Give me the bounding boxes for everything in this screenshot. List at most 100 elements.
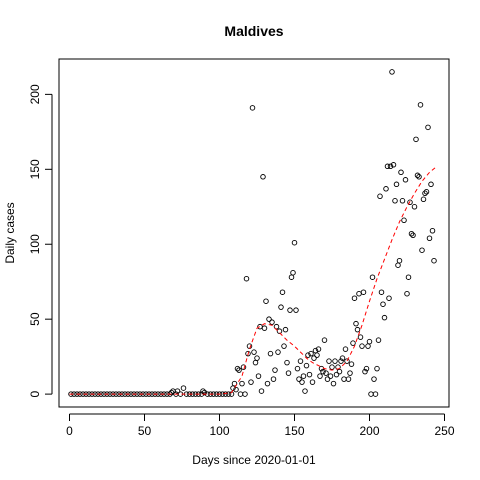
- data-point: [260, 174, 266, 180]
- y-tick-label: 0: [28, 390, 42, 397]
- data-point: [234, 365, 241, 372]
- data-point: [377, 193, 383, 200]
- data-point: [347, 370, 353, 376]
- data-point: [317, 373, 323, 379]
- chart-title: Maldives: [224, 23, 283, 39]
- data-point: [428, 181, 434, 188]
- data-point: [233, 386, 239, 393]
- data-point: [338, 358, 344, 364]
- data-point: [396, 257, 403, 264]
- data-point: [249, 105, 256, 111]
- data-point: [386, 295, 392, 301]
- data-point: [413, 136, 419, 143]
- data-point: [200, 388, 206, 394]
- data-point: [174, 388, 181, 394]
- data-point: [273, 323, 280, 330]
- y-tick-label: 200: [28, 84, 42, 104]
- data-point: [282, 326, 289, 333]
- data-point: [372, 391, 379, 397]
- data-point: [362, 368, 368, 375]
- data-point: [387, 163, 394, 170]
- data-point: [383, 186, 389, 192]
- data-point: [345, 376, 352, 382]
- data-point: [348, 361, 355, 367]
- data-point: [417, 102, 424, 108]
- x-tick-label: 150: [284, 424, 304, 438]
- data-point: [390, 162, 397, 168]
- data-point: [408, 230, 415, 237]
- data-point: [381, 314, 388, 321]
- data-point: [291, 239, 298, 246]
- data-point: [425, 124, 431, 131]
- data-point: [344, 358, 350, 364]
- x-tick-label: 50: [138, 424, 152, 438]
- data-point: [402, 177, 409, 183]
- data-point: [398, 169, 404, 176]
- data-point: [201, 389, 208, 396]
- data-point: [320, 368, 326, 375]
- data-point: [399, 198, 406, 204]
- data-point: [420, 196, 427, 203]
- data-point: [407, 199, 413, 206]
- data-point: [311, 355, 317, 361]
- x-axis: 0 50 100 150 200 250: [66, 413, 455, 438]
- data-point: [353, 320, 359, 327]
- data-point: [263, 298, 269, 304]
- data-point: [297, 358, 304, 364]
- data-point: [309, 379, 316, 385]
- data-point: [306, 371, 313, 378]
- data-point: [284, 359, 290, 366]
- data-point: [299, 379, 305, 385]
- data-point: [303, 362, 310, 369]
- data-point: [266, 316, 272, 322]
- data-point: [384, 163, 391, 170]
- data-point: [293, 307, 299, 313]
- data-point: [342, 346, 349, 352]
- data-point: [279, 289, 286, 295]
- data-point: [296, 376, 302, 382]
- data-point: [285, 370, 292, 376]
- data-point: [330, 380, 337, 387]
- data-point: [281, 343, 287, 349]
- data-point: [258, 388, 265, 394]
- data-point: [300, 373, 307, 379]
- data-point: [369, 274, 376, 280]
- data-point: [290, 269, 296, 276]
- data-point: [231, 380, 238, 387]
- data-point: [410, 232, 416, 238]
- data-point: [354, 326, 361, 333]
- data-point: [272, 367, 278, 373]
- data-point: [269, 319, 275, 325]
- data-point: [314, 352, 320, 358]
- data-point: [180, 385, 187, 391]
- data-point: [339, 355, 346, 361]
- data-point: [336, 368, 343, 375]
- data-point: [357, 334, 364, 340]
- data-point: [242, 391, 248, 397]
- data-point: [327, 373, 334, 379]
- data-point: [308, 350, 314, 357]
- data-point: [222, 391, 229, 397]
- data-point: [236, 367, 242, 373]
- data-point: [264, 380, 271, 387]
- data-point: [422, 190, 428, 197]
- data-point: [401, 217, 407, 224]
- data-point: [423, 189, 430, 195]
- data-point: [276, 328, 283, 334]
- y-axis-label: Daily cases: [3, 202, 17, 263]
- data-point: [278, 304, 284, 310]
- x-tick-label: 100: [209, 424, 229, 438]
- data-point: [261, 325, 268, 331]
- y-tick-label: 150: [28, 159, 42, 179]
- data-point: [350, 340, 356, 346]
- data-point: [329, 364, 335, 370]
- data-point: [294, 365, 301, 372]
- data-point: [323, 370, 329, 376]
- data-point: [389, 69, 395, 75]
- y-tick-label: 100: [28, 234, 42, 254]
- data-point: [245, 350, 251, 357]
- data-point: [255, 373, 262, 379]
- data-point: [251, 349, 257, 355]
- data-point: [248, 379, 254, 385]
- data-point: [371, 376, 377, 382]
